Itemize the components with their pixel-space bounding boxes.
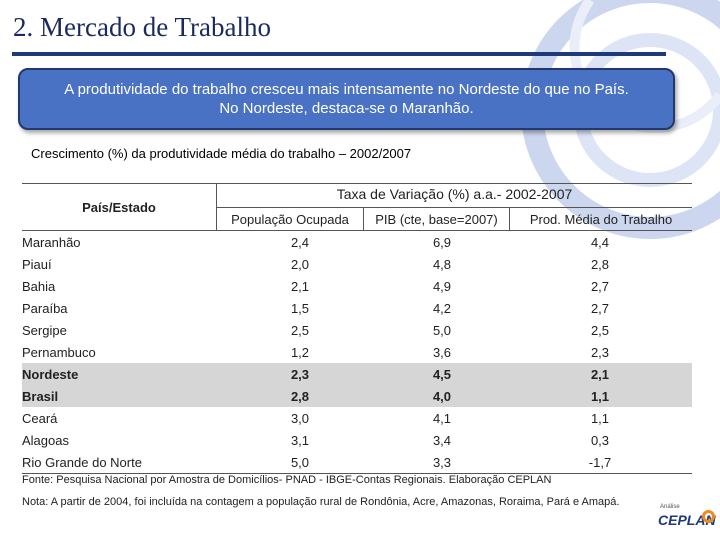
header-divider [509,208,510,230]
ceplan-logo: Análise CEPLAN [656,504,716,534]
table-row: Bahia 2,1 4,9 2,7 [22,275,692,297]
table-row: Alagoas 3,1 3,4 0,3 [22,429,692,451]
cell-pib: 6,9 [432,235,452,250]
cell-pib: 4,5 [432,367,452,382]
cell-prod: 2,5 [590,323,610,338]
callout-line-1: A produtividade do trabalho cresceu mais… [64,81,629,98]
table-row: Pernambuco 1,2 3,6 2,3 [22,341,692,363]
cell-region: Bahia [22,279,56,294]
source-note: Fonte: Pesquisa Nacional por Amostra de … [22,474,552,486]
table-header: País/Estado Taxa de Variação (%) a.a.- 2… [22,183,692,231]
cell-pib: 4,9 [432,279,452,294]
cell-prod: 1,1 [590,411,610,426]
cell-pop: 1,2 [290,345,310,360]
logo-ring-icon [702,510,715,523]
cell-region: Brasil [22,389,59,404]
cell-pib: 3,4 [432,433,452,448]
cell-prod: 1,1 [590,389,610,404]
cell-pop: 2,1 [290,279,310,294]
cell-region: Piauí [22,257,52,272]
table-row: Rio Grande do Norte 5,0 3,3 -1,7 [22,451,692,473]
cell-pib: 4,8 [432,257,452,272]
table-row: Ceará 3,0 4,1 1,1 [22,407,692,429]
cell-pib: 3,6 [432,345,452,360]
cell-pib: 4,2 [432,301,452,316]
highlight-callout: A produtividade do trabalho cresceu mais… [18,68,675,130]
table-bottom-rule [22,473,692,474]
cell-pib: 5,0 [432,323,452,338]
cell-pib: 3,3 [432,455,452,470]
cell-region: Paraíba [22,301,68,316]
cell-region: Sergipe [22,323,67,338]
logo-brand: CEPLAN [658,512,716,528]
cell-prod: 4,4 [590,235,610,250]
cell-prod: 2,7 [590,279,610,294]
footnote: Nota: A partir de 2004, foi incluída na … [22,496,620,508]
header-divider [216,184,217,230]
header-prod: Prod. Média do Trabalho [529,211,673,227]
cell-region: Rio Grande do Norte [22,455,142,470]
cell-prod: 2,3 [590,345,610,360]
cell-pop: 3,0 [290,411,310,426]
table-row: Sergipe 2,5 5,0 2,5 [22,319,692,341]
header-divider [363,208,364,230]
header-pop: População Ocupada [231,211,349,227]
cell-region: Maranhão [22,235,81,250]
table-row-highlight: Brasil 2,8 4,0 1,1 [22,385,692,407]
cell-region: Alagoas [22,433,69,448]
cell-region: Pernambuco [22,345,96,360]
cell-pib: 4,1 [432,411,452,426]
cell-pop: 2,3 [290,367,310,382]
cell-pop: 2,8 [290,389,310,404]
cell-pop: 3,1 [290,433,310,448]
cell-prod: 0,3 [590,433,610,448]
table-row-highlight: Nordeste 2,3 4,5 2,1 [22,363,692,385]
header-pib: PIB (cte, base=2007) [375,211,498,227]
table-caption: Crescimento (%) da produtividade média d… [31,146,412,161]
logo-tagline: Análise [660,504,680,510]
header-divider [217,207,692,208]
cell-pop: 2,5 [290,323,310,338]
cell-pop: 5,0 [290,455,310,470]
cell-pib: 4,0 [432,389,452,404]
cell-pop: 1,5 [290,301,310,316]
cell-prod: 2,1 [590,367,610,382]
table-row: Maranhão 2,4 6,9 4,4 [22,231,692,253]
title-divider [12,52,666,56]
callout-line-2: No Nordeste, destaca-se o Maranhão. [219,100,474,117]
cell-pop: 2,4 [290,235,310,250]
cell-region: Nordeste [22,367,79,382]
cell-prod: 2,7 [590,301,610,316]
cell-pop: 2,0 [290,257,310,272]
header-group: Taxa de Variação (%) a.a.- 2002-2007 [336,186,573,202]
table-row: Piauí 2,0 4,8 2,8 [22,253,692,275]
cell-prod: -1,7 [588,455,612,470]
cell-prod: 2,8 [590,257,610,272]
slide-title: 2. Mercado de Trabalho [13,12,271,42]
cell-region: Ceará [22,411,58,426]
table-row: Paraíba 1,5 4,2 2,7 [22,297,692,319]
productivity-table: País/Estado Taxa de Variação (%) a.a.- 2… [22,183,692,474]
header-region: País/Estado [82,199,156,215]
